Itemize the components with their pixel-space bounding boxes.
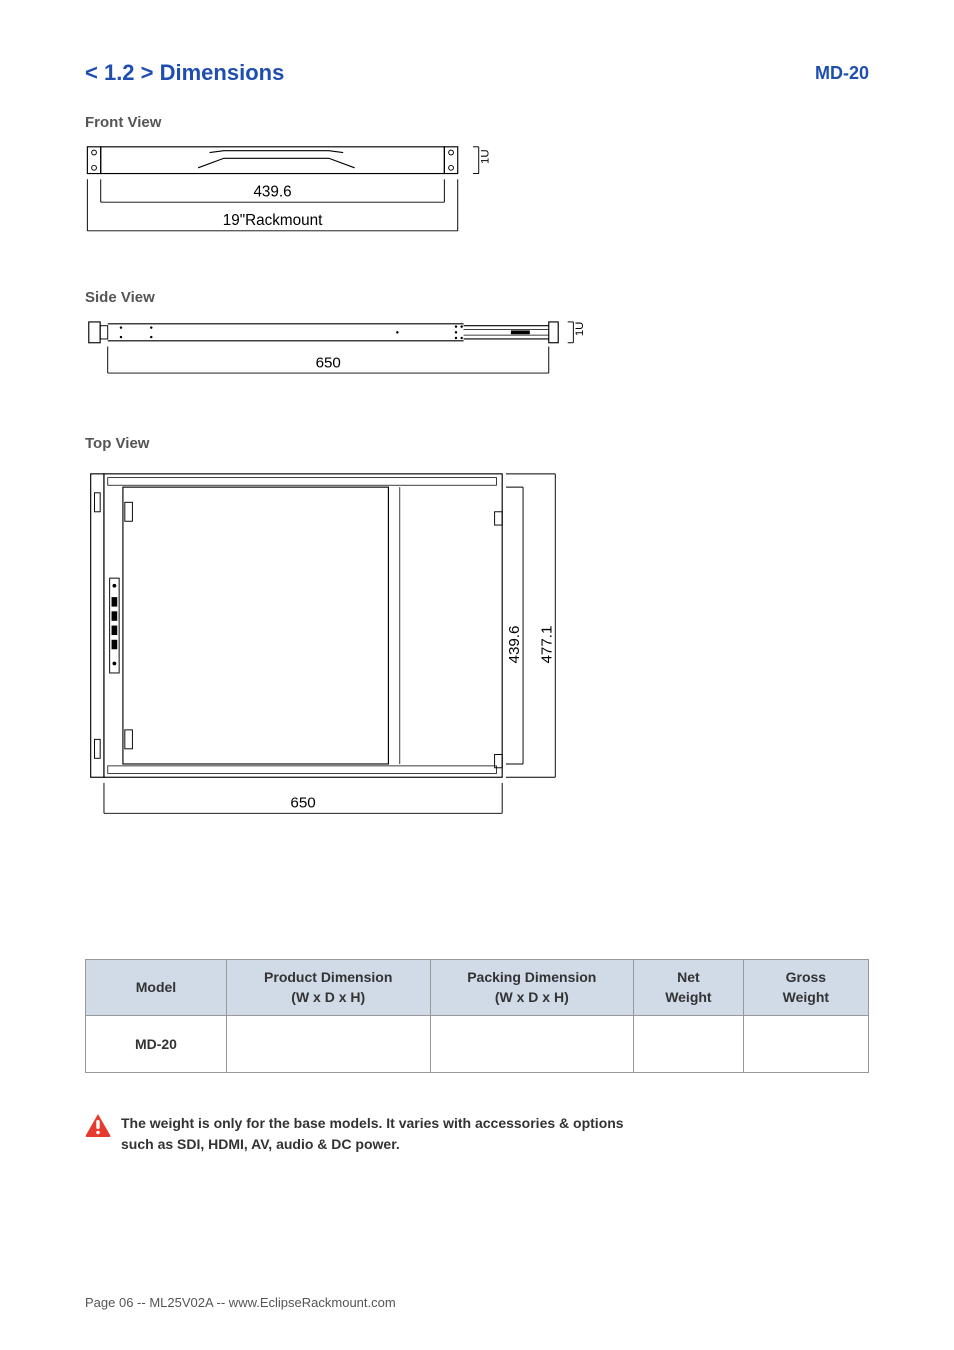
th-gross-weight: GrossWeight: [743, 960, 868, 1016]
front-width-value: 439.6: [253, 183, 291, 200]
cell-packing-dim: [430, 1016, 634, 1073]
front-view-block: Front View 1U 439.6: [85, 114, 869, 253]
th-net-weight: NetWeight: [634, 960, 744, 1016]
front-1u-label: 1U: [479, 149, 491, 164]
front-rackmount-label: 19"Rackmount: [223, 212, 323, 229]
warning-block: The weight is only for the base models. …: [85, 1113, 869, 1155]
top-view-diagram: 439.6 477.1 650: [85, 464, 597, 849]
th-packing-dim: Packing Dimension(W x D x H): [430, 960, 634, 1016]
side-depth-value: 650: [316, 354, 341, 371]
side-view-diagram: 1U 650: [85, 318, 615, 399]
side-1u-label: 1U: [574, 322, 586, 337]
table-header-row: Model Product Dimension(W x D x H) Packi…: [86, 960, 869, 1016]
th-product-dim: Product Dimension(W x D x H): [226, 960, 430, 1016]
top-width-inner-value: 439.6: [506, 626, 523, 664]
cell-product-dim: [226, 1016, 430, 1073]
cell-net-weight: [634, 1016, 744, 1073]
front-view-label: Front View: [85, 114, 869, 131]
warning-icon: [85, 1113, 111, 1142]
top-view-label: Top View: [85, 435, 869, 452]
top-width-outer-value: 477.1: [538, 626, 555, 664]
cell-model: MD-20: [86, 1016, 227, 1073]
model-tag: MD-20: [815, 63, 869, 84]
th-model: Model: [86, 960, 227, 1016]
side-view-label: Side View: [85, 289, 869, 306]
side-view-block: Side View: [85, 289, 869, 399]
warning-text: The weight is only for the base models. …: [121, 1113, 624, 1155]
page-footer: Page 06 -- ML25V02A -- www.EclipseRackmo…: [85, 1295, 396, 1310]
section-title: < 1.2 > Dimensions: [85, 60, 284, 86]
top-depth-value: 650: [290, 795, 315, 812]
front-view-diagram: 1U 439.6 19"Rackmount: [85, 143, 525, 253]
top-view-block: Top View: [85, 435, 869, 849]
table-row: MD-20: [86, 1016, 869, 1073]
cell-gross-weight: [743, 1016, 868, 1073]
dimension-table: Model Product Dimension(W x D x H) Packi…: [85, 959, 869, 1073]
